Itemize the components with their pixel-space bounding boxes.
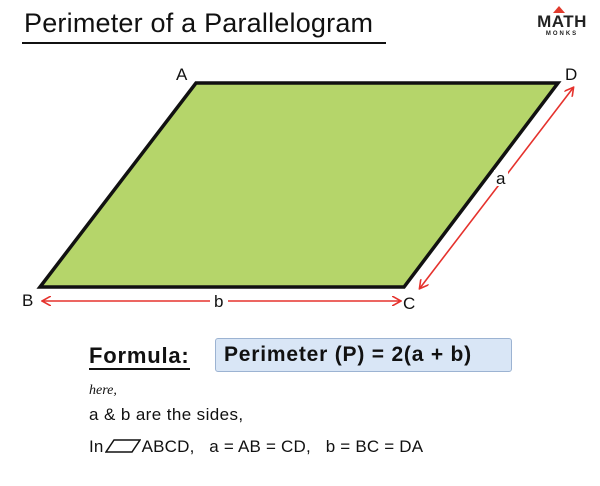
- definitions-prefix: In: [89, 437, 104, 456]
- vertex-label-a: A: [176, 65, 188, 84]
- formula-box: Perimeter (P) = 2(a + b): [215, 338, 512, 372]
- formula-expression: Perimeter (P) = 2(a + b): [224, 343, 472, 366]
- side-a-arrow: [420, 88, 573, 288]
- sides-note: a & b are the sides,: [89, 405, 244, 424]
- definitions-note: In ABCD, a = AB = CD, b = BC = DA: [89, 437, 423, 457]
- page-title: Perimeter of a Parallelogram: [24, 8, 374, 38]
- vertex-label-c: C: [403, 294, 415, 313]
- logo: MATH MONKS: [537, 6, 587, 37]
- definitions-text: ABCD, a = AB = CD, b = BC = DA: [141, 437, 424, 456]
- parallelogram-symbol-icon: [104, 439, 141, 453]
- vertex-label-b: B: [22, 291, 33, 310]
- title-underline: [22, 42, 386, 44]
- logo-sub-text: MONKS: [545, 31, 579, 37]
- here-note: here,: [89, 383, 117, 398]
- side-b-label-bg: [210, 292, 228, 310]
- formula-label: Formula:: [89, 343, 190, 370]
- side-a-label-bg: [494, 170, 508, 186]
- vertex-label-d: D: [565, 65, 577, 84]
- parallelogram-shape: [36, 81, 562, 289]
- side-b-label: b: [214, 292, 223, 311]
- logo-main-text: MATH: [537, 12, 587, 31]
- side-a-label: a: [496, 169, 506, 188]
- logo-triangle-icon: [553, 6, 565, 13]
